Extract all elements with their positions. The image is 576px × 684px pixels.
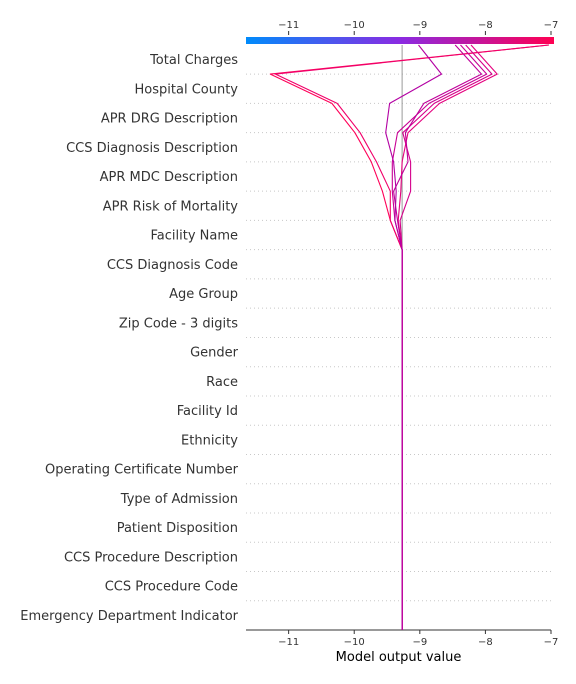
feature-label: Operating Certificate Number xyxy=(45,463,239,478)
feature-label: APR DRG Description xyxy=(101,112,238,127)
feature-label: Type of Admission xyxy=(120,492,238,507)
colorbar xyxy=(246,37,554,44)
feature-label: CCS Diagnosis Description xyxy=(66,141,238,156)
feature-labels: Total Charges Hospital County APR DRG Desc… xyxy=(20,53,238,624)
feature-label: Ethnicity xyxy=(181,433,238,448)
feature-label: CCS Procedure Description xyxy=(64,550,238,565)
feature-label: Total Charges xyxy=(149,53,238,68)
x-axis-title: Model output value xyxy=(336,650,462,665)
gridlines xyxy=(246,73,551,631)
top-tick-label: −10 xyxy=(344,20,365,31)
top-tick-label: −7 xyxy=(544,20,559,31)
feature-label: Zip Code - 3 digits xyxy=(119,316,238,331)
feature-label: Facility Name xyxy=(150,229,238,244)
tick-labels: −11 −11 −10 −10 −9 −9 −8 −8 −7 −7 xyxy=(278,20,558,648)
decision-line xyxy=(269,44,550,630)
feature-label: Age Group xyxy=(169,287,238,302)
feature-label: CCS Diagnosis Code xyxy=(107,258,238,273)
colorbar-gradient xyxy=(246,37,554,44)
bottom-tick-label: −11 xyxy=(278,637,299,648)
decision-lines xyxy=(269,44,550,630)
bottom-tick-label: −7 xyxy=(544,637,559,648)
feature-label: Hospital County xyxy=(135,82,239,97)
feature-label: Emergency Department Indicator xyxy=(20,609,238,624)
feature-label: Patient Disposition xyxy=(117,521,238,536)
feature-label: APR Risk of Mortality xyxy=(103,199,239,214)
top-tick-label: −9 xyxy=(412,20,427,31)
feature-label: APR MDC Description xyxy=(100,170,238,185)
top-tick-label: −11 xyxy=(278,20,299,31)
decision-line xyxy=(385,44,443,630)
feature-label: Race xyxy=(206,375,238,390)
top-tick-label: −8 xyxy=(478,20,493,31)
bottom-tick-label: −9 xyxy=(412,637,427,648)
feature-label: Gender xyxy=(190,346,239,361)
decision-line xyxy=(274,44,550,630)
feature-label: Facility Id xyxy=(177,404,238,419)
bottom-tick-label: −10 xyxy=(344,637,365,648)
feature-label: CCS Procedure Code xyxy=(105,580,238,595)
bottom-tick-label: −8 xyxy=(478,637,493,648)
